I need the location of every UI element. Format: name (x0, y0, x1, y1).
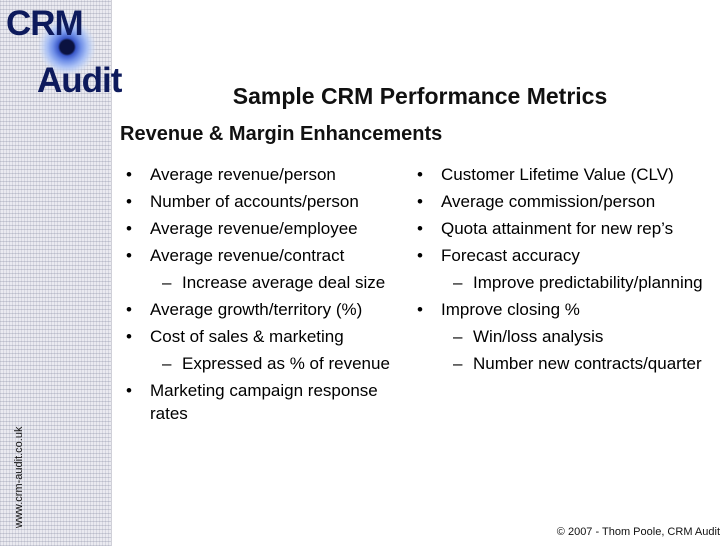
sub-bullet-item: – Improve predictability/planning (415, 271, 715, 294)
dash-marker: – (453, 273, 463, 292)
logo-text-crm: CRM (6, 4, 84, 43)
bullet-item: • Average revenue/contract (124, 244, 396, 267)
bullet-item: • Average revenue/employee (124, 217, 396, 240)
bullet-marker: • (126, 219, 132, 238)
bullet-marker: • (417, 192, 423, 211)
bullet-text: Average growth/territory (%) (150, 300, 363, 319)
bullet-marker: • (126, 300, 132, 319)
bullet-item: • Customer Lifetime Value (CLV) (415, 163, 715, 186)
bullet-marker: • (126, 327, 132, 346)
sub-bullet-item: – Increase average deal size (124, 271, 396, 294)
eye-icon (38, 18, 96, 76)
bullet-text: Customer Lifetime Value (CLV) (441, 165, 674, 184)
bullet-text: Average revenue/contract (150, 246, 345, 265)
sub-bullet-item: – Number new contracts/quarter (415, 352, 715, 375)
bullet-text: Marketing campaign response rates (150, 381, 378, 423)
bullet-item: • Average commission/person (415, 190, 715, 213)
bullet-item: • Forecast accuracy (415, 244, 715, 267)
bullet-marker: • (417, 300, 423, 319)
bullet-marker: • (417, 165, 423, 184)
bullet-marker: • (126, 381, 132, 400)
bullet-marker: • (126, 246, 132, 265)
bullet-text: Improve closing % (441, 300, 580, 319)
bullet-text: Forecast accuracy (441, 246, 580, 265)
bullet-text: Cost of sales & marketing (150, 327, 344, 346)
dash-marker: – (162, 273, 172, 292)
crm-audit-logo: CRM Audit (0, 0, 122, 110)
sub-bullet-text: Improve predictability/planning (473, 273, 703, 292)
side-decorative-strip (0, 0, 112, 546)
sub-bullet-item: – Win/loss analysis (415, 325, 715, 348)
right-bullet-column: • Customer Lifetime Value (CLV) • Average … (415, 163, 715, 379)
bullet-marker: • (417, 219, 423, 238)
bullet-item: • Improve closing % (415, 298, 715, 321)
bullet-item: • Average growth/territory (%) (124, 298, 396, 321)
slide-title: Sample CRM Performance Metrics (232, 83, 608, 109)
bullet-marker: • (126, 192, 132, 211)
bullet-item: • Average revenue/person (124, 163, 396, 186)
sub-bullet-text: Number new contracts/quarter (473, 354, 702, 373)
bullet-text: Number of accounts/person (150, 192, 359, 211)
sub-bullet-item: – Expressed as % of revenue (124, 352, 396, 375)
bullet-marker: • (417, 246, 423, 265)
bullet-text: Average commission/person (441, 192, 656, 211)
bullet-text: Quota attainment for new rep’s (441, 219, 674, 238)
bullet-marker: • (126, 165, 132, 184)
sub-bullet-text: Expressed as % of revenue (182, 354, 390, 373)
dash-marker: – (162, 354, 172, 373)
bullet-text: Average revenue/person (150, 165, 336, 184)
dash-marker: – (453, 327, 463, 346)
bullet-item: • Cost of sales & marketing (124, 325, 396, 348)
bullet-item: • Marketing campaign response rates (124, 379, 396, 425)
website-url: www.crm-audit.co.uk (13, 426, 25, 528)
slide-subtitle: Revenue & Margin Enhancements (120, 123, 443, 145)
copyright-footer: © 2007 - Thom Poole, CRM Audit (556, 526, 720, 538)
left-bullet-column: • Average revenue/person • Number of accou… (124, 163, 396, 429)
sub-bullet-text: Win/loss analysis (473, 327, 604, 346)
logo-text-audit: Audit (37, 61, 122, 100)
dash-marker: – (453, 354, 463, 373)
sub-bullet-text: Increase average deal size (182, 273, 386, 292)
bullet-text: Average revenue/employee (150, 219, 358, 238)
bullet-item: • Quota attainment for new rep’s (415, 217, 715, 240)
bullet-item: • Number of accounts/person (124, 190, 396, 213)
